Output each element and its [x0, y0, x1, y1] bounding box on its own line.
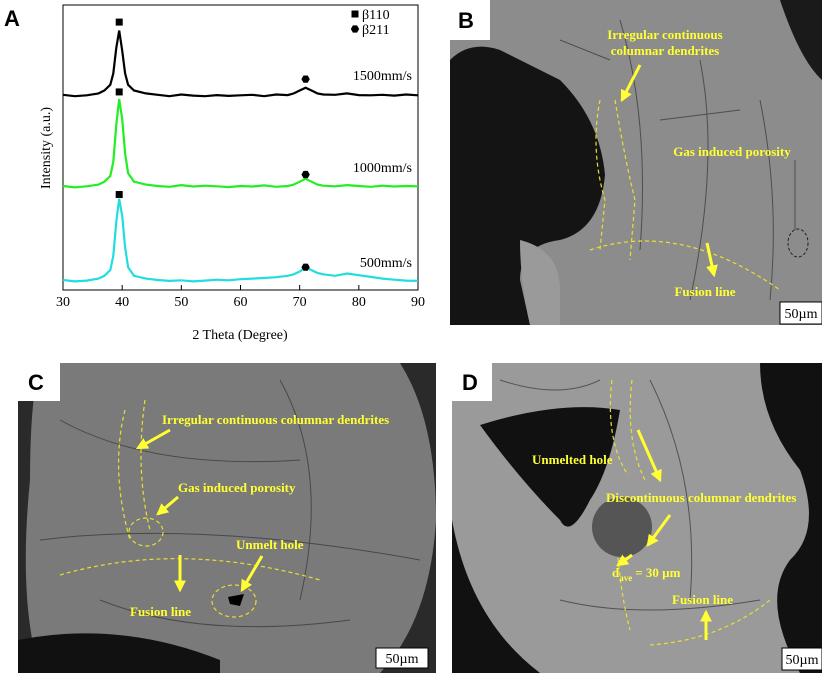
legend-label: β211	[362, 23, 390, 38]
x-tick-label: 50	[174, 295, 188, 310]
peak-marker	[116, 191, 123, 198]
annotation: Unmelted hole	[532, 452, 613, 467]
peak-marker	[116, 88, 123, 95]
panel-label: A	[4, 6, 20, 31]
annotation: Fusion line	[130, 604, 191, 619]
panel-label: D	[462, 370, 478, 395]
micrograph-b: B Irregular continuous columnar dendrite…	[450, 0, 822, 325]
porous-region	[592, 497, 652, 557]
annotation: Fusion line	[672, 592, 733, 607]
legend-label: β110	[362, 8, 390, 23]
annotation: Gas induced porosity	[178, 480, 296, 495]
peak-marker	[301, 76, 309, 83]
x-tick-label: 70	[293, 295, 307, 310]
annotation: Fusion line	[674, 284, 735, 299]
legend-symbol	[351, 25, 359, 32]
scale-bar: 50µm	[786, 653, 819, 668]
series-label: 1000mm/s	[353, 161, 412, 176]
annotation: Gas induced porosity	[673, 144, 791, 159]
series-label: 500mm/s	[360, 256, 412, 271]
legend-symbol	[352, 11, 359, 18]
annotation: Irregular continuous	[607, 27, 722, 42]
x-tick-label: 30	[56, 295, 70, 310]
panel-label: B	[458, 8, 474, 33]
series-label: 1500mm/s	[353, 69, 412, 84]
micrograph-d: D Unmelted hole Discontinuous columnar d…	[452, 363, 822, 673]
x-tick-label: 60	[234, 295, 248, 310]
annotation: Discontinuous columnar dendrites	[606, 490, 796, 505]
micrograph-c: C Irregular continuous columnar dendrite…	[18, 363, 436, 673]
xrd-panel: A 2 Theta (Degree) Intensity (a.u.) 30 40…	[4, 5, 425, 343]
series-line	[63, 31, 418, 97]
x-tick-label: 80	[352, 295, 366, 310]
scale-bar: 50µm	[386, 652, 419, 667]
peak-marker	[116, 19, 123, 26]
annotation: Unmelt hole	[236, 537, 304, 552]
scale-bar: 50µm	[785, 307, 818, 322]
figure: A 2 Theta (Degree) Intensity (a.u.) 30 40…	[0, 0, 822, 673]
panel-label: C	[28, 370, 44, 395]
y-axis-label: Intensity (a.u.)	[39, 107, 54, 189]
x-tick-label: 90	[411, 295, 425, 310]
annotation: Irregular continuous columnar dendrites	[162, 412, 389, 427]
x-tick-label: 40	[115, 295, 129, 310]
x-axis-label: 2 Theta (Degree)	[192, 328, 288, 343]
peak-marker	[301, 171, 309, 178]
annotation: columnar dendrites	[611, 43, 719, 58]
